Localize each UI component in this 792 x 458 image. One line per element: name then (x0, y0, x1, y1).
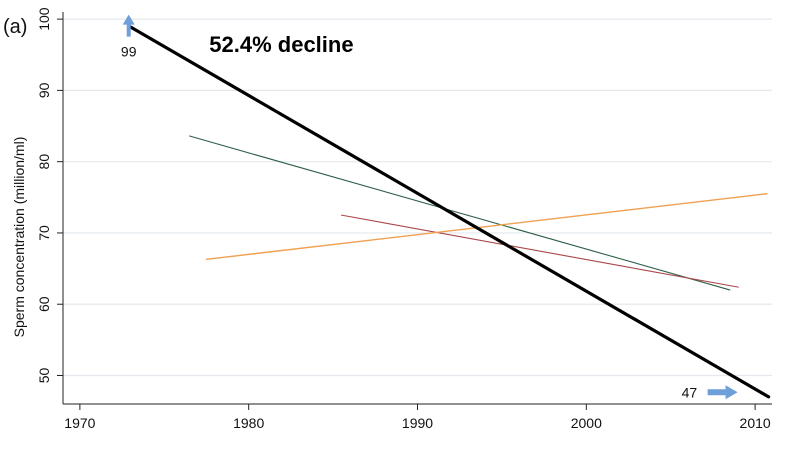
y-tick-label-70: 70 (36, 225, 52, 241)
series-line-1 (189, 135, 731, 291)
start-value-label: 99 (121, 44, 137, 60)
end-value-label: 47 (682, 384, 698, 400)
gridlines (63, 18, 772, 377)
up-arrow-icon (122, 14, 135, 37)
decline-annotation: 52.4% decline (209, 32, 353, 57)
y-tick-label-60: 60 (36, 296, 52, 312)
y-tick-label-90: 90 (36, 82, 52, 98)
series-line-3 (205, 193, 768, 261)
x-tick-label-1970: 1970 (64, 415, 95, 431)
x-tick-label-1980: 1980 (233, 415, 264, 431)
series-line-4 (128, 25, 771, 399)
series-lines (128, 25, 771, 399)
y-tick-label-50: 50 (36, 367, 52, 383)
series-line-2 (340, 214, 739, 288)
y-tick-label-100: 100 (36, 7, 52, 31)
x-tick-label-2010: 2010 (740, 415, 771, 431)
right-arrow-icon (707, 385, 738, 400)
annotations: 52.4% decline 99 47 (121, 14, 738, 400)
axes: 50 60 70 80 90 100 1970 1980 1990 2000 2010 (36, 7, 772, 431)
panel-label: (a) (3, 16, 27, 38)
y-axis-label: Sperm concentration (million/ml) (11, 137, 27, 338)
y-tick-label-80: 80 (36, 154, 52, 170)
x-tick-label-2000: 2000 (571, 415, 602, 431)
x-tick-label-1990: 1990 (402, 415, 433, 431)
